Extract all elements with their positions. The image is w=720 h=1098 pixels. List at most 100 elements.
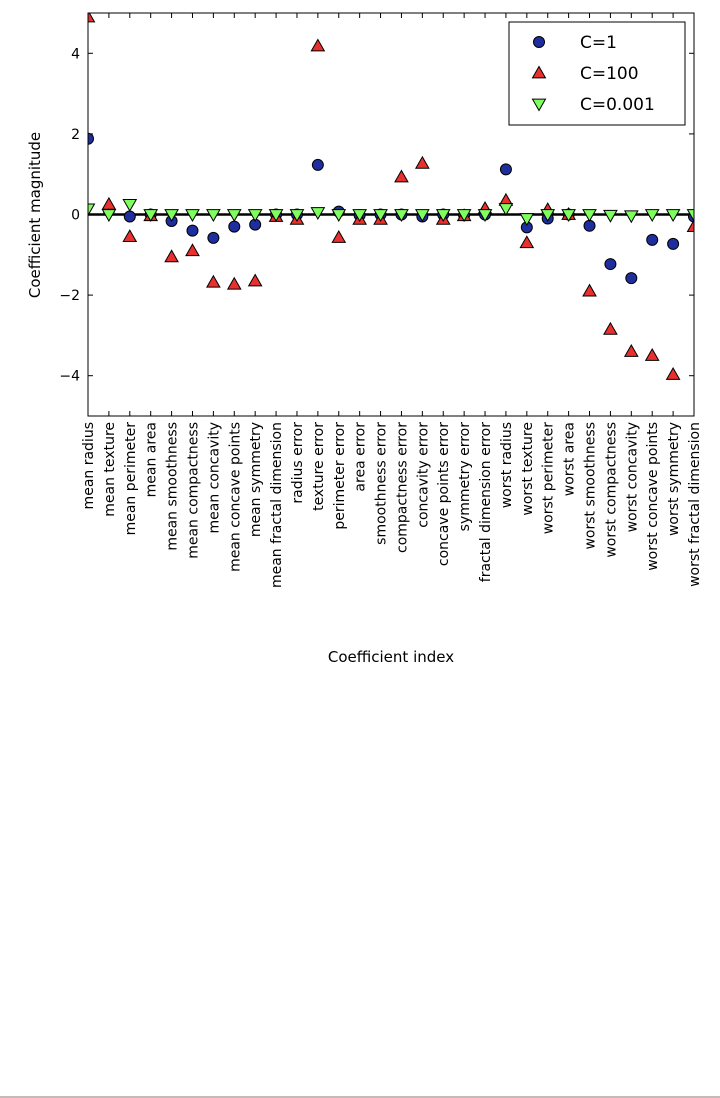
- data-point: [603, 209, 618, 223]
- data-point: [268, 209, 284, 223]
- x-tick-label: worst area: [562, 422, 578, 496]
- data-point: [665, 209, 681, 223]
- data-point: [686, 209, 694, 223]
- x-tick-label: worst smoothness: [583, 422, 599, 550]
- data-point: [414, 209, 430, 223]
- y-tick-label: −2: [59, 288, 80, 304]
- x-ticks: mean radius mean texture mean perimeter mea…: [81, 13, 703, 588]
- x-tick-label: fractal dimension error: [478, 422, 494, 582]
- data-point: [88, 203, 96, 217]
- legend-marker: [531, 98, 547, 112]
- legend-marker: [533, 36, 545, 48]
- data-point: [206, 274, 221, 288]
- x-tick-label: mean fractal dimension: [269, 422, 285, 588]
- x-tick-label: mean perimeter: [123, 422, 139, 536]
- y-tick-label: 4: [71, 46, 80, 62]
- data-point: [499, 163, 512, 176]
- data-point: [164, 209, 179, 223]
- data-point: [394, 169, 409, 183]
- data-point: [88, 132, 94, 145]
- data-point: [311, 158, 324, 171]
- data-point: [582, 283, 597, 297]
- legend-marker: [531, 65, 547, 79]
- data-point: [519, 235, 535, 249]
- data-point: [623, 344, 639, 357]
- data-point: [646, 233, 659, 246]
- x-tick-label: mean concave points: [227, 422, 243, 572]
- bottom-rule: [0, 1096, 720, 1098]
- x-tick-label: worst texture: [520, 422, 536, 516]
- data-point: [456, 209, 472, 223]
- x-tick-label: mean radius: [81, 422, 97, 509]
- x-tick-label: concavity error: [415, 422, 431, 528]
- data-point: [247, 209, 263, 223]
- data-point: [226, 209, 242, 223]
- x-tick-label: mean area: [144, 422, 160, 497]
- x-tick-label: worst concave points: [645, 422, 661, 571]
- data-point: [164, 249, 179, 263]
- data-point: [226, 276, 242, 290]
- x-tick-label: mean symmetry: [248, 422, 264, 537]
- y-tick-label: 0: [71, 208, 80, 224]
- data-point: [498, 203, 514, 216]
- data-point: [122, 229, 138, 243]
- y-axis-title: Coefficient magnitude: [26, 132, 44, 298]
- data-point: [373, 209, 388, 223]
- x-tick-label: smoothness error: [374, 422, 390, 545]
- data-point: [667, 237, 680, 250]
- data-point: [310, 38, 326, 52]
- data-point: [122, 199, 138, 212]
- data-point: [101, 196, 117, 210]
- data-point: [519, 213, 535, 227]
- data-point: [686, 219, 694, 232]
- data-point: [331, 209, 347, 223]
- data-point: [289, 209, 305, 223]
- x-tick-label: area error: [353, 422, 369, 492]
- x-tick-label: worst concavity: [624, 422, 640, 532]
- x-tick-label: perimeter error: [332, 422, 348, 530]
- x-tick-label: radius error: [290, 422, 306, 504]
- data-point: [228, 220, 241, 233]
- data-point: [352, 209, 368, 223]
- y-tick-label: 2: [71, 127, 80, 143]
- data-point: [88, 13, 96, 23]
- data-point: [143, 209, 159, 223]
- x-tick-label: mean compactness: [185, 422, 201, 559]
- data-point: [604, 258, 617, 271]
- data-point: [435, 209, 451, 223]
- data-point: [394, 209, 409, 223]
- x-tick-label: mean concavity: [206, 422, 222, 534]
- data-point: [644, 348, 660, 361]
- data-point: [603, 321, 618, 335]
- legend: C=1 C=100 C=0.001: [508, 21, 686, 126]
- data-point: [644, 209, 660, 223]
- data-markers: [88, 13, 694, 380]
- data-point: [665, 366, 681, 380]
- x-tick-label: worst perimeter: [541, 422, 557, 535]
- data-point: [540, 209, 556, 223]
- data-point: [186, 224, 199, 237]
- x-tick-label: mean smoothness: [165, 422, 181, 551]
- data-point: [414, 155, 430, 169]
- data-point: [477, 209, 493, 223]
- data-point: [185, 243, 200, 257]
- x-tick-label: texture error: [311, 422, 327, 511]
- data-point: [247, 273, 263, 287]
- data-point: [625, 272, 638, 285]
- data-point: [185, 209, 200, 223]
- x-tick-label: worst radius: [499, 422, 515, 508]
- data-point: [582, 209, 597, 223]
- x-axis-title: Coefficient index: [328, 648, 454, 666]
- x-tick-label: worst fractal dimension: [687, 422, 703, 587]
- x-tick-label: concave points error: [436, 422, 452, 566]
- legend-label: C=0.001: [580, 95, 655, 115]
- data-point: [123, 210, 136, 223]
- legend-label: C=1: [580, 33, 617, 53]
- x-tick-label: worst symmetry: [666, 422, 682, 536]
- data-point: [331, 229, 347, 243]
- x-tick-label: compactness error: [394, 422, 410, 553]
- y-tick-label: −4: [59, 369, 80, 385]
- data-point: [561, 209, 576, 223]
- x-tick-label: worst compactness: [603, 422, 619, 558]
